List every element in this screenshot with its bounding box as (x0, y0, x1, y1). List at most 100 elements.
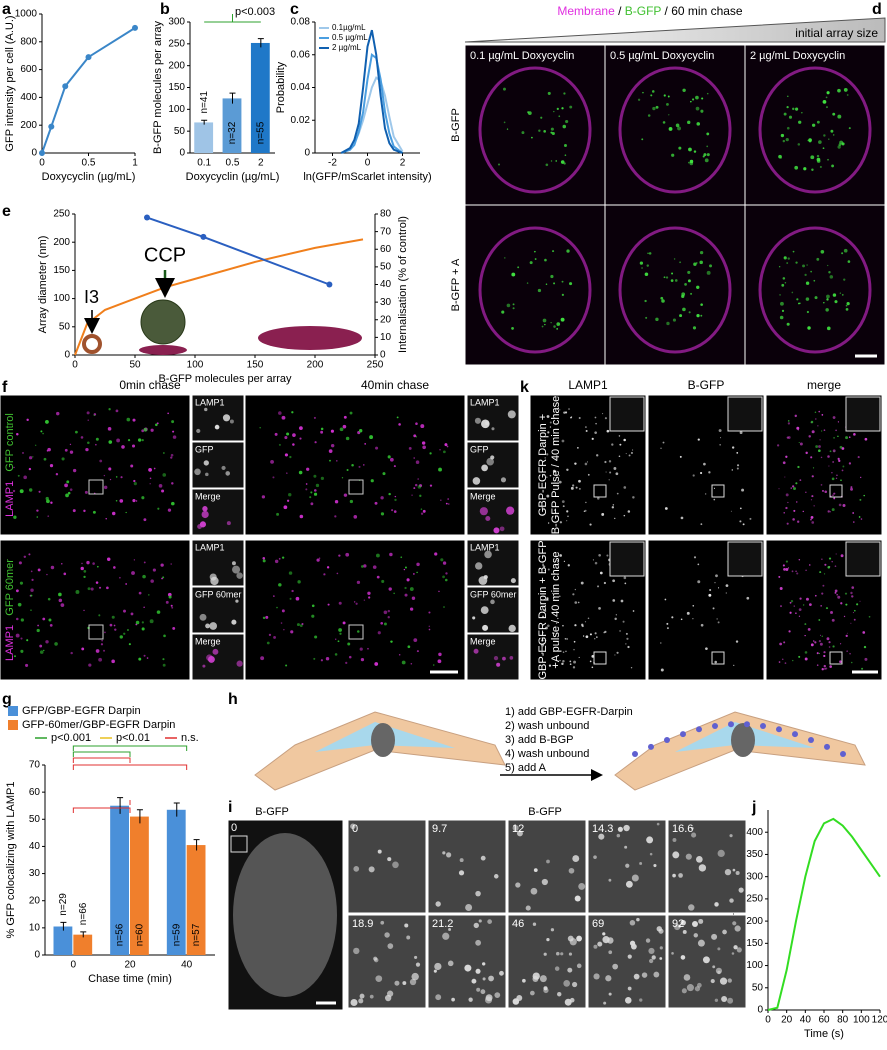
speckle (729, 834, 733, 838)
speckle (490, 455, 495, 460)
speckle (815, 418, 817, 420)
speckle (104, 631, 106, 634)
speckle (730, 510, 732, 512)
speckle (632, 610, 635, 612)
speckle (148, 594, 150, 596)
speckle (578, 882, 586, 890)
speckle (706, 145, 709, 148)
speckle (50, 501, 53, 504)
speckle (334, 500, 339, 504)
speckle (850, 591, 853, 595)
speckle (650, 94, 653, 97)
speckle (566, 520, 568, 522)
speckle (816, 157, 821, 162)
point (144, 214, 150, 221)
speckle (708, 471, 711, 474)
speckle (298, 470, 303, 475)
speckle (343, 415, 347, 419)
speckle (597, 941, 603, 947)
speckle (797, 520, 800, 523)
speckle (813, 505, 815, 507)
speckle (47, 447, 51, 452)
micrograph (191, 441, 245, 489)
speckle (367, 591, 371, 595)
speckle (161, 489, 165, 493)
speckle (458, 870, 465, 876)
legend-swatch (8, 720, 18, 730)
speckle (380, 621, 384, 625)
speckle (671, 272, 674, 275)
x-axis-label: Chase time (min) (88, 973, 172, 985)
speckle (345, 552, 350, 557)
speckle (415, 460, 420, 464)
y-axis-label: GFP intensity per cell (A.U.) (4, 15, 16, 151)
speckle (699, 260, 703, 265)
speckle (829, 450, 832, 453)
speckle (584, 462, 588, 466)
speckle (810, 518, 812, 521)
speckle (632, 449, 634, 451)
speckle (818, 445, 821, 448)
speckle (746, 596, 750, 600)
speckle (818, 619, 821, 621)
row-label: B-GFP (450, 108, 462, 142)
array-marker (760, 722, 766, 729)
speckle (480, 989, 486, 995)
speckle (811, 123, 816, 127)
roi-box (829, 651, 843, 665)
speckle (565, 650, 567, 653)
speckle (798, 608, 802, 611)
panel-letter: i (228, 799, 232, 816)
speckle (26, 418, 29, 422)
speckle (596, 454, 599, 457)
y-axis-label: % GFP colocalizing with LAMP1 (5, 782, 17, 939)
speckle (148, 468, 152, 472)
speckle (739, 507, 742, 510)
speckle (814, 296, 818, 300)
speckle (25, 663, 29, 667)
speckle (696, 122, 701, 126)
speckle (464, 964, 472, 972)
speckle (202, 664, 206, 668)
speckle (414, 955, 418, 959)
speckle (97, 565, 99, 568)
speckle (493, 874, 499, 879)
speckle (682, 929, 687, 934)
speckle (861, 667, 864, 670)
speckle (560, 952, 564, 956)
speckle (325, 657, 330, 661)
speckle (568, 952, 573, 956)
speckle (624, 997, 632, 1004)
speckle (360, 658, 365, 662)
speckle (552, 632, 554, 634)
row-label-part: LAMP1 (4, 625, 16, 661)
speckle (614, 617, 617, 621)
speckle (618, 455, 621, 458)
speckle (501, 310, 505, 314)
speckle (553, 325, 556, 328)
speckle (615, 472, 619, 476)
speckle (128, 643, 131, 646)
speckle (468, 997, 473, 1002)
row-label-part: / (4, 472, 16, 481)
speckle (816, 652, 819, 655)
speckle (428, 628, 431, 631)
speckle (573, 640, 576, 643)
speckle (387, 616, 390, 619)
speckle (229, 419, 234, 424)
speckle (67, 491, 71, 495)
speckle (413, 457, 415, 459)
speckle (358, 998, 364, 1004)
speckle (39, 650, 44, 654)
speckle (433, 664, 435, 666)
speckle (30, 609, 32, 611)
legend-label: 2 µg/mL (332, 43, 362, 52)
point (200, 233, 207, 240)
speckle (150, 579, 154, 583)
speckle (20, 649, 24, 653)
speckle (525, 905, 531, 911)
speckle (310, 491, 313, 494)
speckle (547, 522, 550, 524)
speckle (815, 445, 819, 448)
speckle (394, 498, 397, 502)
